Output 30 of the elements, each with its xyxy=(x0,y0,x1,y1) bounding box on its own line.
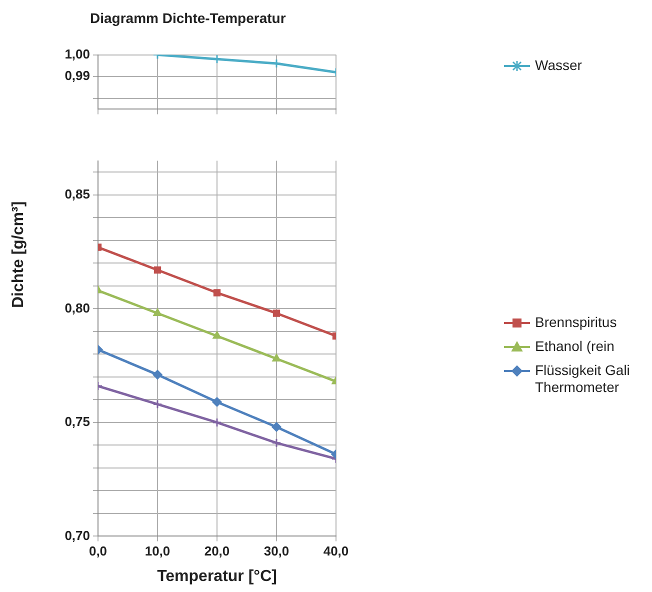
x-tick-label: 40,0 xyxy=(323,544,349,559)
y-tick-label: 0,80 xyxy=(64,300,90,316)
y-axis-title: Dichte [g/cm³] xyxy=(10,201,28,308)
point xyxy=(152,370,162,380)
legend-label: Flüssigkeit Gali Thermometer xyxy=(535,362,631,396)
x-tick-label: 30,0 xyxy=(264,544,290,559)
y-tick-label: 1,00 xyxy=(64,46,90,62)
y-tick-label: 0,85 xyxy=(64,186,90,202)
point xyxy=(272,310,280,317)
point xyxy=(152,399,162,409)
point xyxy=(272,438,282,448)
legend-label: Ethanol (rein xyxy=(535,338,614,355)
chart-title: Diagramm Dichte-Temperatur xyxy=(90,10,286,26)
y-tick-label: 0,99 xyxy=(64,68,90,84)
y-tick-label: 0,70 xyxy=(64,528,90,543)
x-axis-title: Temperatur [°C] xyxy=(157,568,277,585)
point xyxy=(213,289,221,296)
point xyxy=(212,331,222,339)
point xyxy=(272,354,281,362)
x-tick-label: 10,0 xyxy=(144,544,170,559)
point xyxy=(212,418,222,428)
legend-label: Brennspiritus xyxy=(535,314,617,331)
point xyxy=(212,397,222,407)
x-tick-label: 0,0 xyxy=(88,544,108,559)
point xyxy=(154,266,162,274)
point xyxy=(272,422,282,432)
x-tick-label: 20,0 xyxy=(204,544,230,559)
point xyxy=(153,308,162,316)
y-tick-label: 0,75 xyxy=(64,414,90,430)
legend-label: Wasser xyxy=(535,57,582,74)
